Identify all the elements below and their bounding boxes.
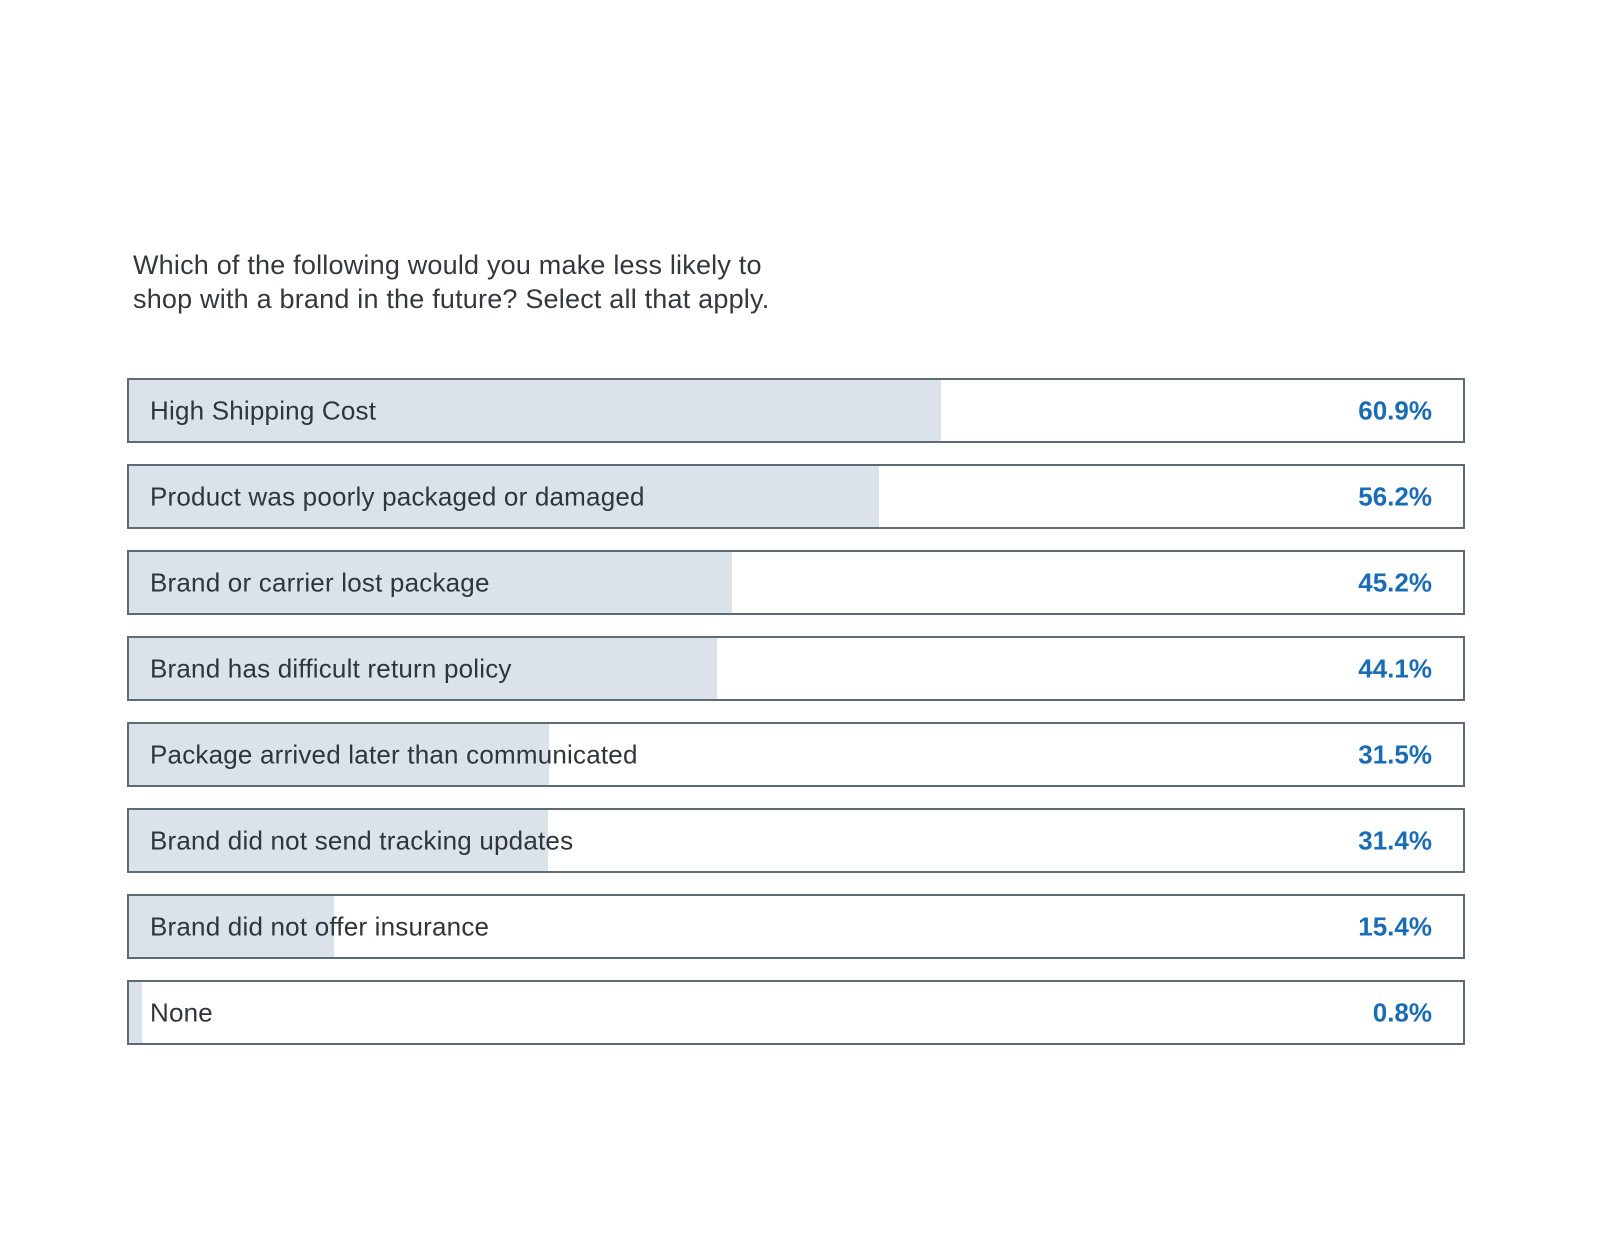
chart-title-line-2: shop with a brand in the future? Select … [133,284,770,314]
bar-fill [129,466,879,527]
bar-value-label: 60.9% [1358,395,1432,425]
bar-category-label: Brand did not send tracking updates [150,825,574,855]
chart-title-line-1: Which of the following would you make le… [133,250,762,280]
bar-value-label: 0.8% [1372,997,1432,1027]
bar-value-label: 56.2% [1358,481,1432,511]
bar-row: Package arrived later than communicated … [127,722,1465,787]
bar-fill [129,380,942,441]
bar-row: High Shipping Cost 60.9% [127,378,1465,443]
bar-row: Brand or carrier lost package 45.2% [127,550,1465,615]
bar-fill [129,724,550,785]
bar-category-label: Brand has difficult return policy [150,653,512,683]
bar-row: Brand did not offer insurance 15.4% [127,894,1465,959]
bar-fill [129,638,718,699]
bar-row: Brand did not send tracking updates 31.4… [127,808,1465,873]
bar-fill [129,810,548,871]
bar-category-label: High Shipping Cost [150,395,377,425]
bar-category-label: Product was poorly packaged or damaged [150,481,645,511]
bar-category-label: Brand or carrier lost package [150,567,490,597]
bar-value-label: 31.4% [1358,825,1432,855]
bar-rows-container: High Shipping Cost 60.9% Product was poo… [127,378,1465,1066]
chart-title: Which of the following would you make le… [133,248,769,316]
bar-fill [129,982,142,1043]
bar-value-label: 44.1% [1358,653,1432,683]
bar-row: None 0.8% [127,980,1465,1045]
bar-value-label: 31.5% [1358,739,1432,769]
bar-fill [129,896,335,957]
bar-category-label: Package arrived later than communicated [150,739,638,769]
bar-fill [129,552,732,613]
bar-value-label: 45.2% [1358,567,1432,597]
bar-category-label: None [150,997,213,1027]
bar-row: Product was poorly packaged or damaged 5… [127,464,1465,529]
bar-category-label: Brand did not offer insurance [150,911,490,941]
bar-value-label: 15.4% [1358,911,1432,941]
bar-row: Brand has difficult return policy 44.1% [127,636,1465,701]
